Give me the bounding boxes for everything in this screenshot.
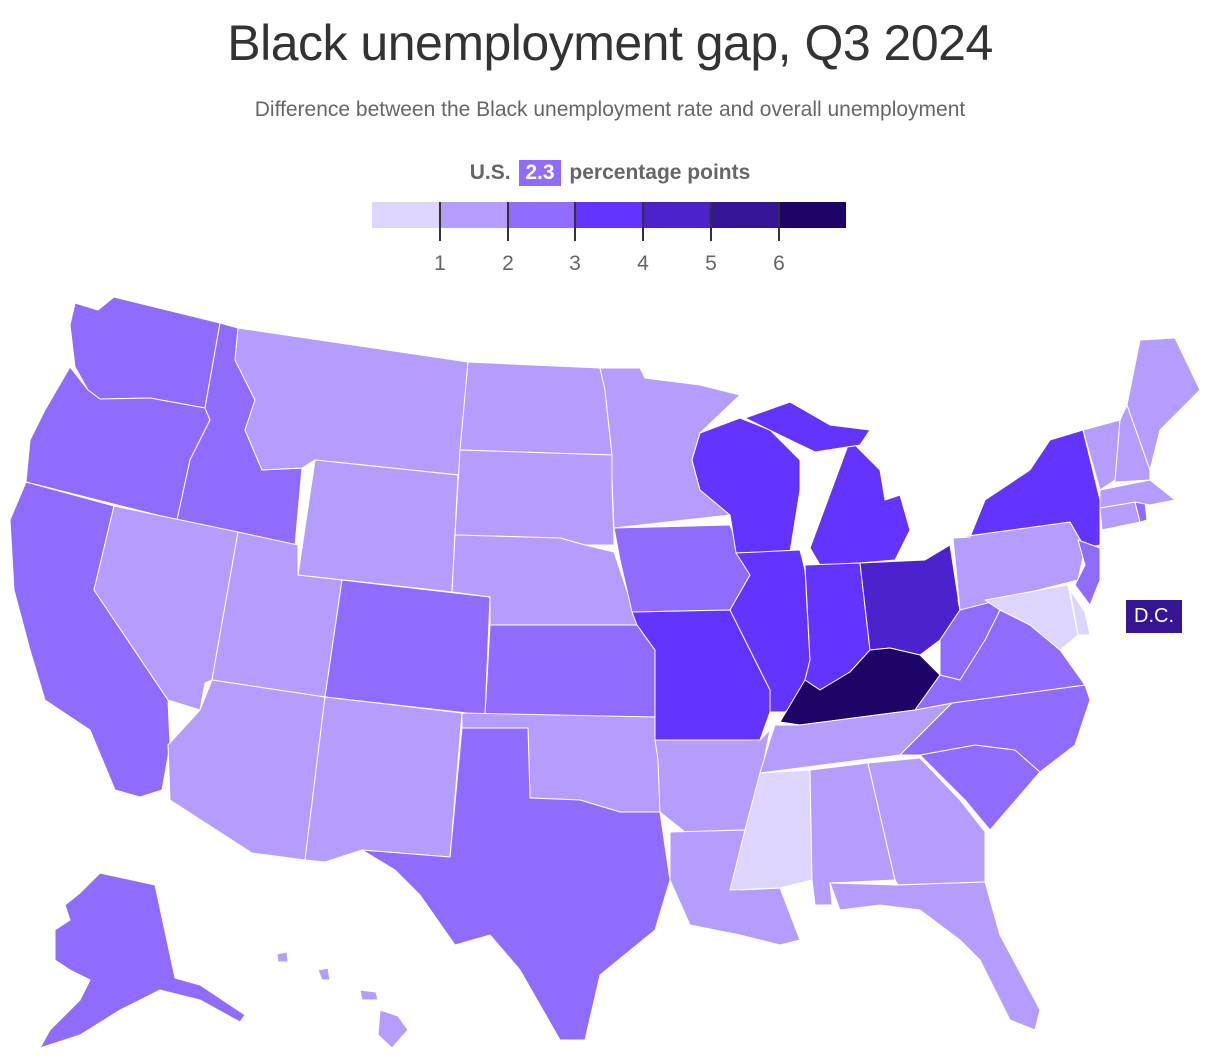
state-HI-2[interactable] [317, 967, 331, 981]
state-WY[interactable] [297, 459, 459, 593]
state-NH[interactable] [1114, 404, 1151, 483]
state-AK[interactable] [39, 872, 246, 1049]
legend-tick [507, 202, 509, 241]
legend-bin-1 [439, 202, 508, 228]
us-label: U.S. [469, 161, 511, 184]
legend-tick [642, 202, 644, 241]
legend-tick-label: 6 [773, 252, 785, 275]
state-NM[interactable] [304, 696, 463, 863]
legend-tick-label: 4 [637, 252, 649, 275]
state-FL[interactable] [829, 881, 1041, 1031]
state-MI[interactable] [809, 439, 911, 566]
state-MI-up[interactable] [744, 401, 871, 453]
color-legend [372, 202, 847, 228]
state-IA[interactable] [613, 524, 751, 613]
state-GA[interactable] [867, 757, 986, 886]
legend-tick [574, 202, 576, 241]
unit-label: percentage points [569, 161, 751, 184]
state-HI-4[interactable] [377, 1009, 409, 1049]
legend-tick [710, 202, 712, 241]
legend-bin-4 [642, 202, 711, 228]
legend-bin-2 [507, 202, 576, 228]
state-KY[interactable] [779, 647, 941, 726]
legend-tick-label: 3 [569, 252, 581, 275]
legend-header: U.S. 2.3 percentage points [0, 160, 1220, 186]
state-CO[interactable] [324, 579, 491, 716]
state-MT[interactable] [234, 327, 469, 476]
legend-bin-5 [710, 202, 779, 228]
state-WA[interactable] [69, 296, 221, 409]
legend-bin-6 [778, 202, 847, 228]
state-KS[interactable] [484, 624, 656, 718]
state-MD[interactable] [984, 584, 1079, 651]
legend-tick [439, 202, 441, 241]
state-NJ[interactable] [1074, 539, 1101, 606]
state-SD[interactable] [454, 449, 615, 546]
legend-tick-label: 1 [434, 252, 446, 275]
state-IL[interactable] [729, 549, 811, 713]
legend-tick [778, 202, 780, 241]
state-HI-3[interactable] [359, 989, 379, 1001]
legend-bin-3 [575, 202, 643, 228]
legend-tick-label: 2 [502, 252, 514, 275]
us-value-badge: 2.3 [519, 160, 561, 186]
dc-label[interactable]: D.C. [1126, 600, 1182, 633]
legend-tick-label: 5 [705, 252, 717, 275]
chart-title: Black unemployment gap, Q3 2024 [227, 15, 993, 71]
state-ME[interactable] [1126, 337, 1201, 471]
chart-subtitle: Difference between the Black unemploymen… [254, 98, 966, 121]
legend-bin-0 [372, 202, 440, 228]
state-ND[interactable] [459, 361, 613, 456]
state-HI-1[interactable] [276, 951, 289, 963]
state-TX[interactable] [361, 727, 671, 1041]
